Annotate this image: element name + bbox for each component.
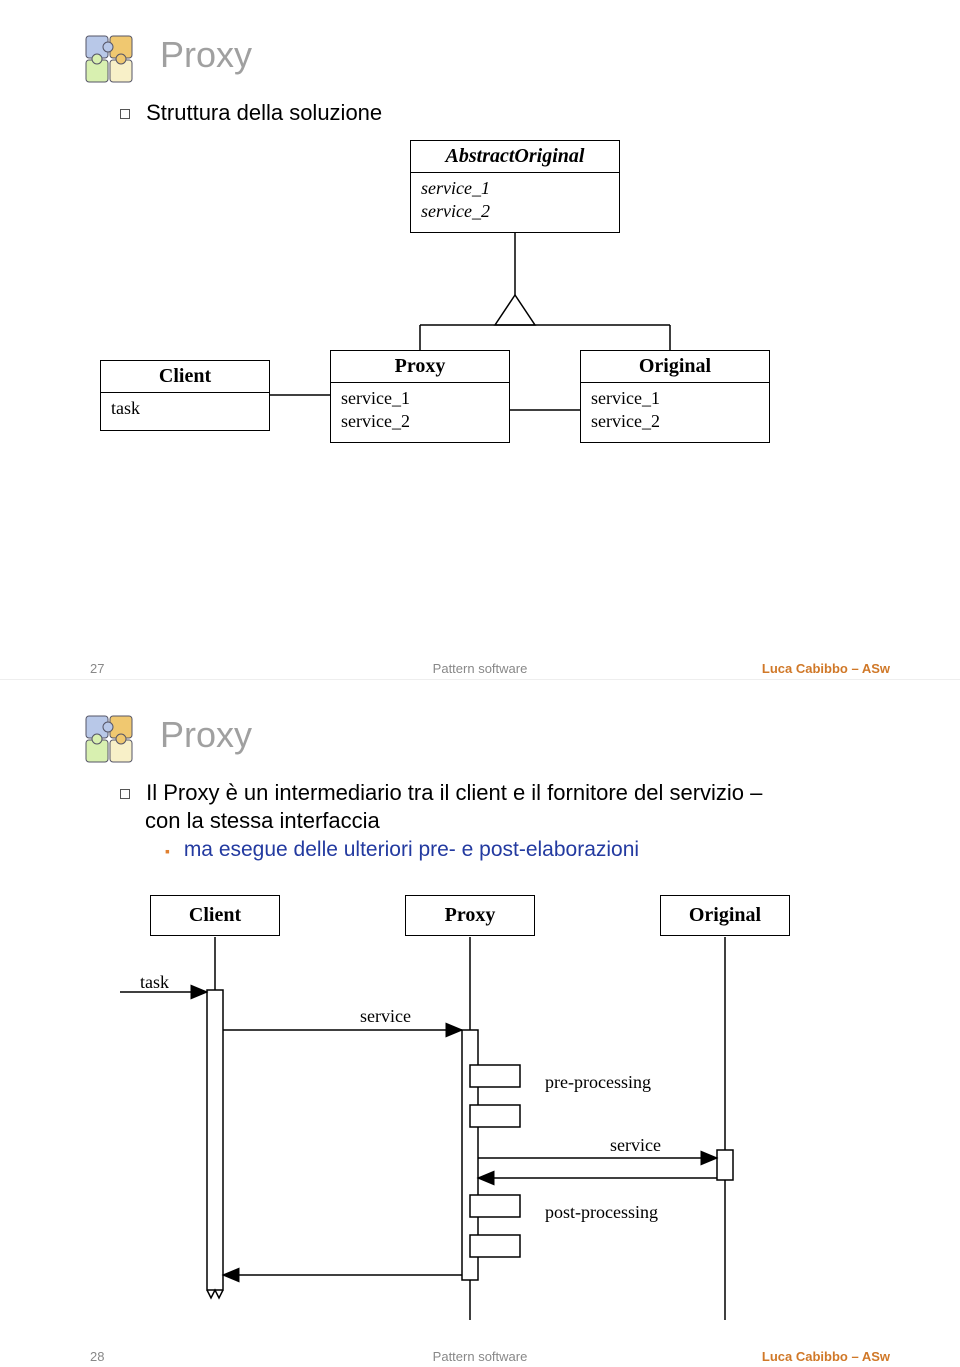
label-pre: pre-processing [545,1072,651,1093]
uml-connectors [0,0,960,500]
label-service1: service [360,1006,411,1027]
footer-right: Luca Cabibbo – ASw [762,661,890,676]
label-service2: service [610,1135,661,1156]
label-post: post-processing [545,1202,658,1223]
slide-28: Proxy Il Proxy è un intermediario tra il… [0,680,960,1367]
footer-right: Luca Cabibbo – ASw [762,1349,890,1364]
slide-27: Proxy Struttura della soluzione Abstract… [0,0,960,680]
label-task: task [140,972,169,993]
sequence-diagram [0,680,960,1340]
